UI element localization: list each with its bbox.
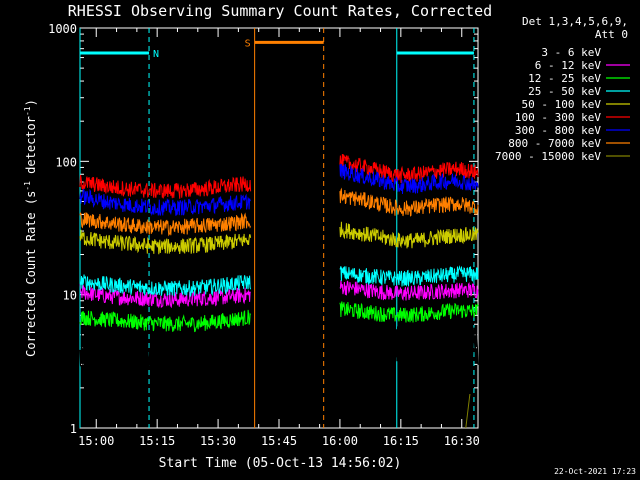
series-line [339, 265, 479, 287]
series-line [339, 221, 479, 249]
footer-timestamp: 22-Oct-2021 17:23 [554, 467, 636, 476]
flag-label: S [245, 38, 251, 49]
y-label-mid: detector [24, 116, 38, 181]
series-line [79, 212, 252, 237]
series-line [79, 334, 252, 382]
legend-entry-label: 6 - 12 keV [535, 59, 602, 72]
x-tick-label: 16:30 [444, 434, 480, 448]
y-tick-label: 1000 [48, 22, 77, 36]
x-tick-label: 15:30 [200, 434, 236, 448]
legend-entry-label: 12 - 25 keV [528, 72, 601, 85]
x-tick-label: 16:00 [322, 434, 358, 448]
y-label-end: ) [24, 99, 38, 106]
legend-entry-label: 300 - 800 keV [515, 124, 601, 137]
legend-header-line2: Att 0 [595, 28, 628, 41]
series-line [79, 274, 252, 298]
series-line [339, 323, 479, 373]
legend-entry-label: 7000 - 15000 keV [495, 150, 601, 163]
x-axis-label: Start Time (05-Oct-13 14:56:02) [159, 456, 402, 471]
legend-entry-label: 50 - 100 keV [522, 98, 602, 111]
legend-entry-label: 100 - 300 keV [515, 111, 601, 124]
series-line [339, 280, 479, 301]
x-tick-label: 15:15 [139, 434, 175, 448]
y-label-sup1: -1 [23, 181, 32, 191]
series-line [79, 229, 252, 255]
flag-label: N [153, 49, 159, 60]
series-line [339, 301, 479, 323]
series-line [79, 309, 252, 333]
series-line [339, 187, 479, 217]
legend-entry-label: 3 - 6 keV [541, 46, 601, 59]
series-line [79, 174, 252, 199]
legend-entry-label: 800 - 7000 keV [508, 137, 601, 150]
y-axis-label: Corrected Count Rate (s-1 detector-1) [23, 99, 38, 357]
x-tick-label: 16:15 [383, 434, 419, 448]
svg-text:Corrected Count Rate (s-1 dete: Corrected Count Rate (s-1 detector-1) [23, 99, 38, 357]
x-tick-label: 15:00 [78, 434, 114, 448]
x-tick-label: 15:45 [261, 434, 297, 448]
y-label-sup2: -1 [23, 106, 32, 116]
series-line [79, 284, 251, 309]
series-line [339, 163, 479, 195]
chart-title: RHESSI Observing Summary Count Rates, Co… [68, 2, 492, 20]
legend-entry-label: 25 - 50 keV [528, 85, 601, 98]
legend-header-line1: Det 1,3,4,5,6,9, [522, 15, 628, 28]
series-line [79, 188, 251, 216]
y-label-main: Corrected Count Rate (s [24, 191, 38, 357]
series-line [465, 393, 471, 429]
y-tick-label: 1 [70, 422, 77, 436]
y-tick-label: 10 [63, 289, 77, 303]
y-tick-label: 100 [55, 155, 77, 169]
